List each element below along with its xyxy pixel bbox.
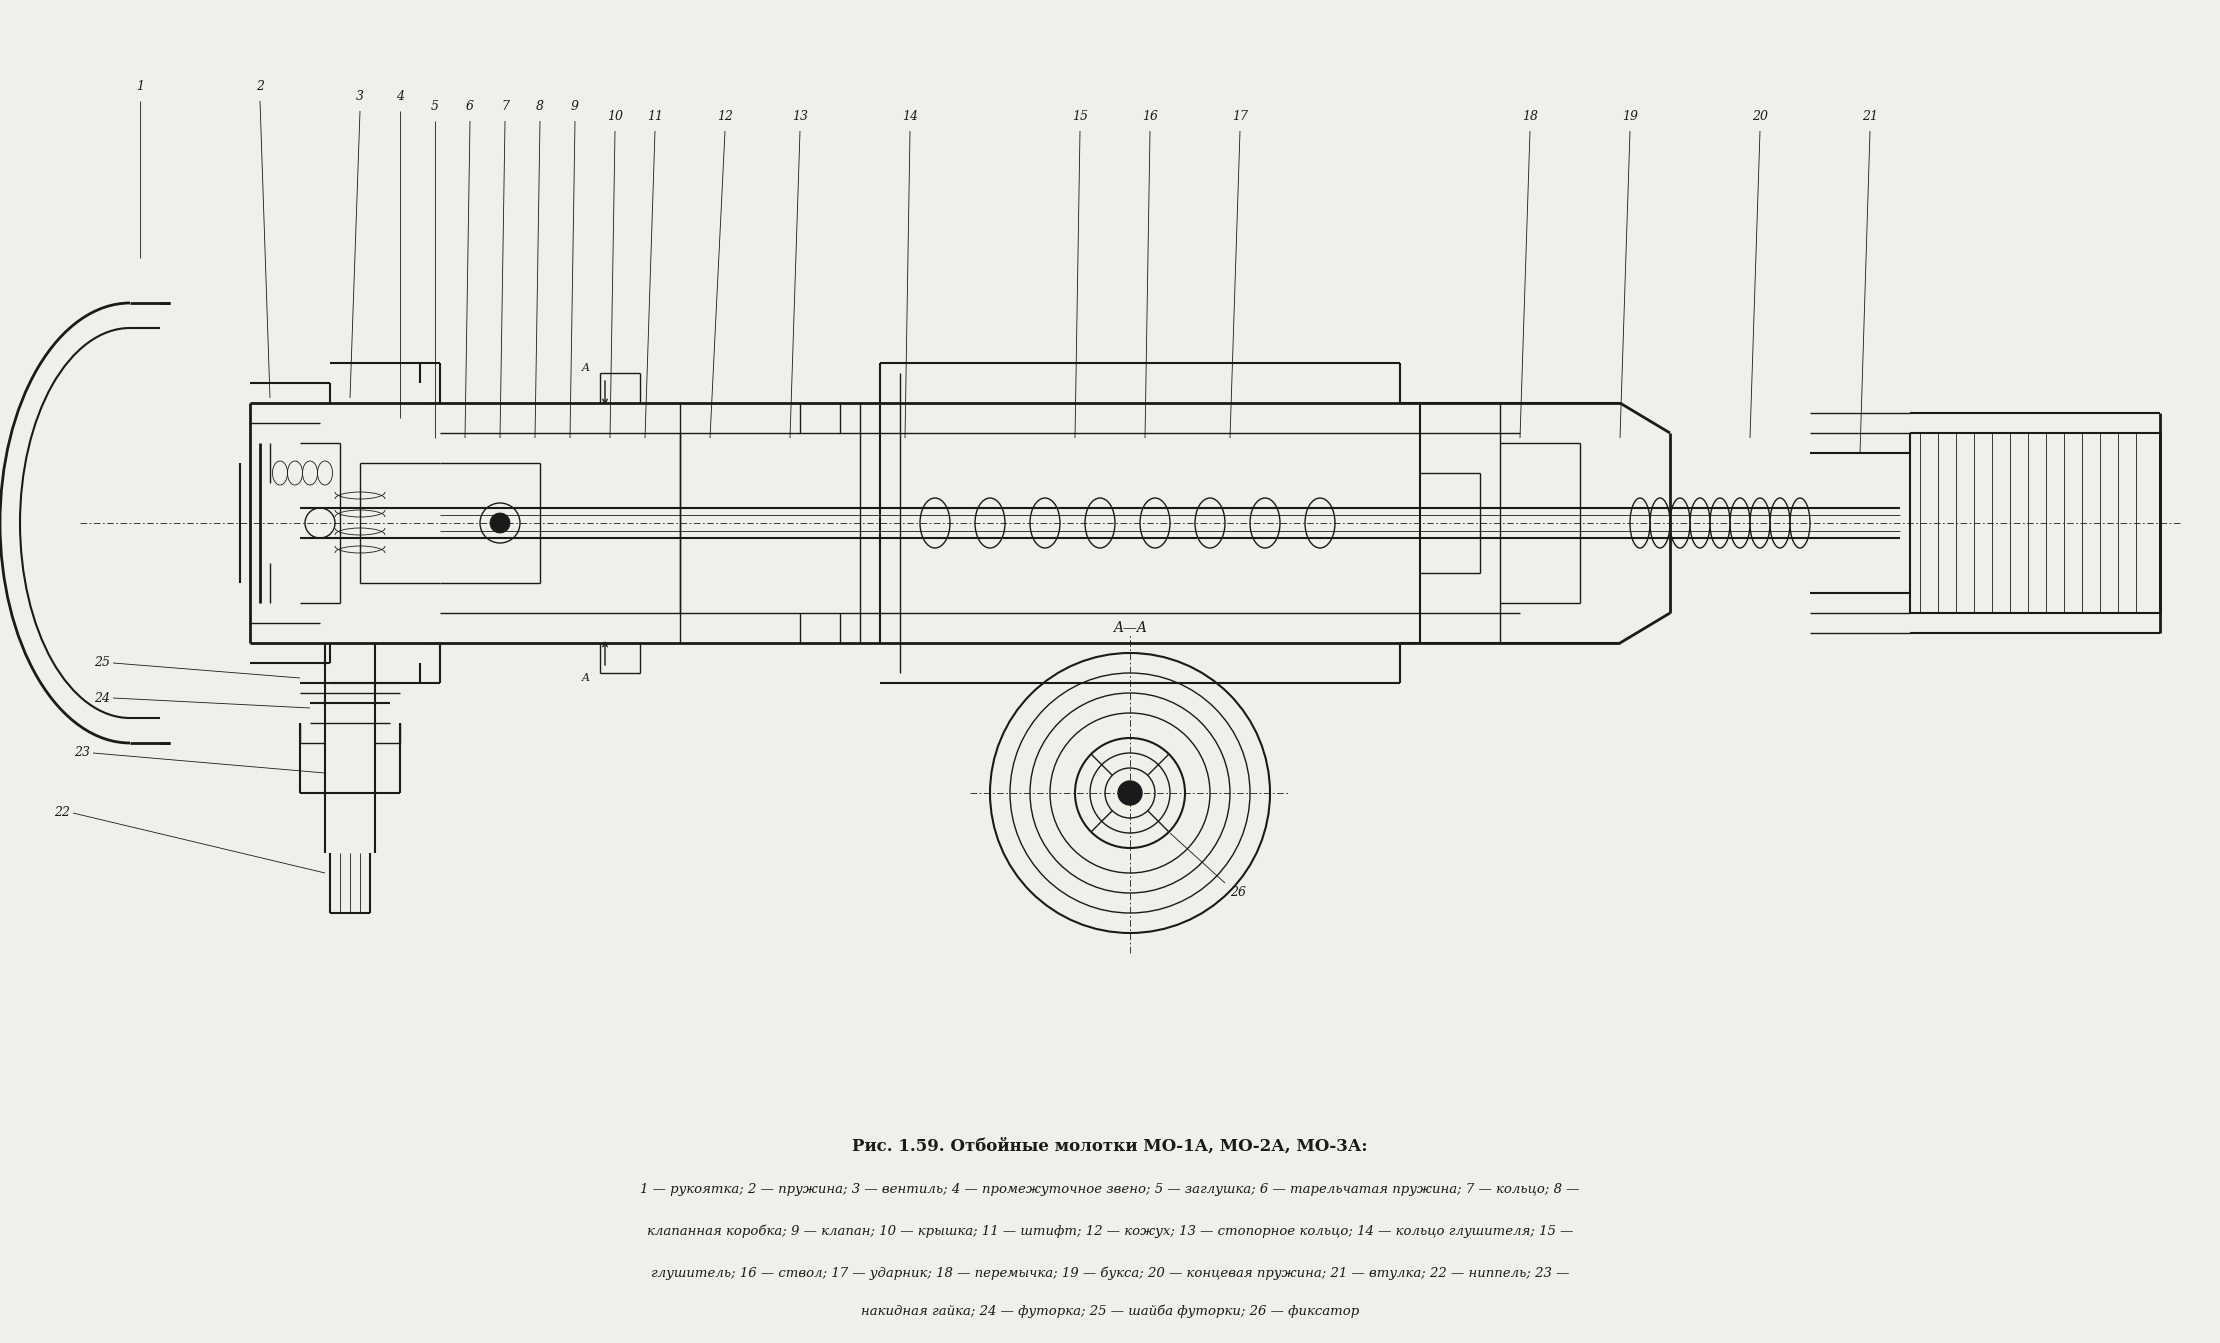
Text: A: A [582,363,591,373]
Text: 9: 9 [571,99,579,113]
Text: 25: 25 [93,657,111,670]
Text: 3: 3 [355,90,364,103]
Text: 20: 20 [1752,110,1767,124]
Text: 7: 7 [502,99,508,113]
Text: 22: 22 [53,807,71,819]
Text: клапанная коробка; 9 — клапан; 10 — крышка; 11 — штифт; 12 — кожух; 13 — стопорн: клапанная коробка; 9 — клапан; 10 — крыш… [646,1225,1574,1238]
Text: 21: 21 [1863,110,1878,124]
Text: 16: 16 [1141,110,1159,124]
Text: 4: 4 [395,90,404,103]
Text: 14: 14 [901,110,919,124]
Text: 5: 5 [431,99,440,113]
Circle shape [491,513,511,533]
Text: 18: 18 [1523,110,1538,124]
Text: Рис. 1.59. Отбойные молотки МО-1А, МО-2А, МО-3А:: Рис. 1.59. Отбойные молотки МО-1А, МО-2А… [852,1138,1368,1155]
Text: 13: 13 [793,110,808,124]
Text: 17: 17 [1232,110,1248,124]
Text: 8: 8 [535,99,544,113]
Text: накидная гайка; 24 — футорка; 25 — шайба футорки; 26 — фиксатор: накидная гайка; 24 — футорка; 25 — шайба… [861,1305,1359,1319]
Text: глушитель; 16 — ствол; 17 — ударник; 18 — перемычка; 19 — букса; 20 — концевая п: глушитель; 16 — ствол; 17 — ударник; 18 … [650,1266,1570,1280]
Text: 26: 26 [1230,886,1245,900]
Text: A: A [582,673,591,684]
Text: 1 — рукоятка; 2 — пружина; 3 — вентиль; 4 — промежуточное звено; 5 — заглушка; 6: 1 — рукоятка; 2 — пружина; 3 — вентиль; … [639,1183,1581,1197]
Text: 24: 24 [93,692,111,705]
Text: 11: 11 [646,110,664,124]
Text: 6: 6 [466,99,475,113]
Text: 1: 1 [135,81,144,93]
Text: 10: 10 [606,110,624,124]
Text: 12: 12 [717,110,733,124]
Text: 2: 2 [255,81,264,93]
Text: 15: 15 [1072,110,1088,124]
Circle shape [1119,782,1141,804]
Text: 19: 19 [1623,110,1638,124]
Text: 23: 23 [73,747,91,760]
Text: A—A: A—A [1112,620,1148,635]
